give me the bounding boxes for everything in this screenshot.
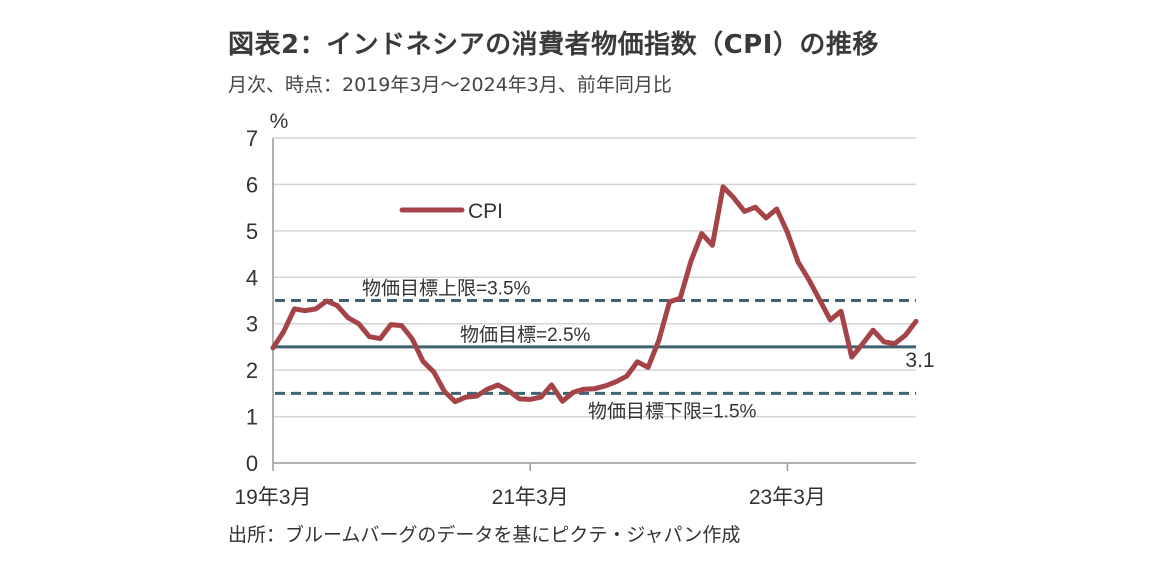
gridlines bbox=[273, 137, 916, 418]
last-value-label: 3.1 bbox=[905, 349, 934, 372]
y-tick-label: 3 bbox=[246, 312, 258, 337]
chart-subtitle: 月次、時点：2019年3月～2024年3月、前年同月比 bbox=[228, 74, 672, 96]
y-tick-label: 7 bbox=[246, 126, 258, 151]
y-axis-unit-label: % bbox=[270, 110, 289, 133]
labels: 0 1 2 3 4 5 6 7% 19年3月 21年3月 23年3月 物価目標上限=3.5% 物価目標=… bbox=[234, 110, 934, 509]
reference-lines bbox=[275, 299, 916, 395]
y-tick-label: 1 bbox=[246, 405, 258, 430]
reference-line-label: 物価目標=2.5% bbox=[460, 324, 591, 346]
y-tick-label: 4 bbox=[246, 265, 258, 290]
chart-title: 図表2：インドネシアの消費者物価指数（CPI）の推移 bbox=[228, 30, 879, 60]
x-tick-label: 21年3月 bbox=[492, 486, 569, 509]
y-tick-label: 5 bbox=[246, 219, 258, 244]
reference-line-label: 物価目標下限=1.5% bbox=[588, 400, 757, 422]
y-tick-label: 6 bbox=[246, 172, 258, 197]
axes bbox=[272, 138, 916, 471]
chart-source-note: 出所：ブルームバーグのデータを基にピクテ・ジャパン作成 bbox=[228, 524, 741, 546]
x-tick-label: 19年3月 bbox=[234, 486, 311, 509]
series-line-cpi bbox=[270, 184, 919, 405]
reference-line-label: 物価目標上限=3.5% bbox=[362, 278, 531, 300]
y-tick-label: 2 bbox=[246, 358, 258, 383]
legend-label-cpi: CPI bbox=[468, 200, 503, 223]
y-tick-label: 0 bbox=[246, 451, 258, 476]
x-tick-label: 23年3月 bbox=[749, 486, 826, 509]
series-layer bbox=[270, 184, 919, 405]
